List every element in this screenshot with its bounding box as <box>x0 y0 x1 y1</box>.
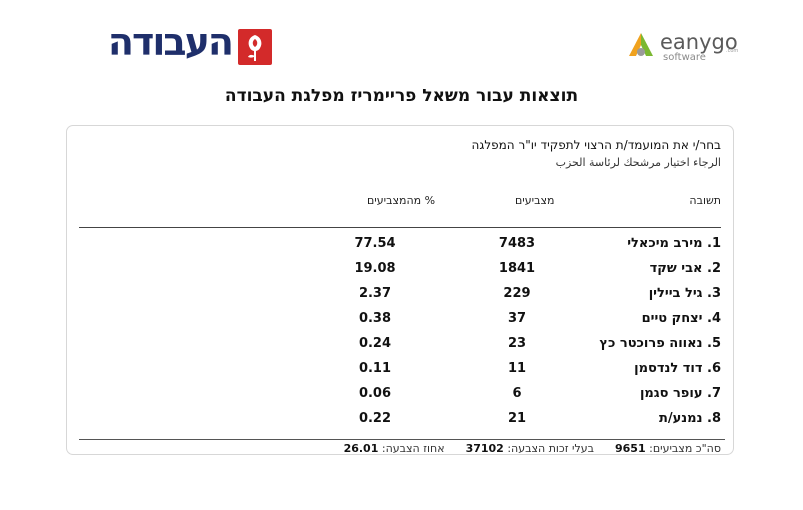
question-text: בחר/י את המועמד/ת הרצוי לתפקיד יו"ר המפל… <box>471 138 721 152</box>
answer-cell: 6. דוד לנדסמן <box>634 361 721 376</box>
party-logo: העבודה <box>66 20 272 66</box>
votes-cell: 7483 <box>498 236 536 251</box>
header-voters: מצביעים <box>515 194 555 207</box>
votes-cell: 6 <box>512 386 522 401</box>
table-row: 3. גיל ביילין 229 2.37 <box>67 282 733 307</box>
header-percent: % מהמצביעים <box>367 194 436 207</box>
answer-cell: 4. יצחק טיים <box>641 311 721 326</box>
answer-cell: 7. עופר סגמן <box>639 386 721 401</box>
vendor-name: eanygo <box>660 30 738 54</box>
percent-cell: 0.22 <box>358 411 392 426</box>
percent-cell: 0.24 <box>358 336 392 351</box>
turnout-label: אחוז הצבעה: <box>381 442 445 455</box>
table-row: 4. יצחק טיים 37 0.38 <box>67 307 733 332</box>
header-divider <box>79 227 721 228</box>
votes-cell: 23 <box>507 336 527 351</box>
eanygo-logo-icon <box>629 33 653 56</box>
table-row: 1. מירב מיכאלי 7483 77.54 <box>67 232 733 257</box>
party-name: העבודה <box>107 20 234 64</box>
total-voters-value: 9651 <box>615 442 646 455</box>
eligible-label: בעלי זכות הצבעה: <box>507 442 594 455</box>
votes-cell: 1841 <box>498 261 536 276</box>
percent-cell: 2.37 <box>358 286 392 301</box>
table-row: 6. דוד לנדסמן 11 0.11 <box>67 357 733 382</box>
vendor-logo: eanygo .com software <box>626 28 746 68</box>
question-block: בחר/י את המועמד/ת הרצוי לתפקיד יו"ר המפל… <box>472 138 721 169</box>
answer-cell: 1. מירב מיכאלי <box>627 236 721 251</box>
answer-cell: 3. גיל ביילין <box>648 286 721 301</box>
header-answer: תשובה <box>689 194 721 207</box>
rose-emblem-icon <box>238 29 272 65</box>
question-subtext: الرجاء اختيار مرشحك لرئاسة الحزب <box>555 156 721 169</box>
percent-cell: 77.54 <box>354 236 396 251</box>
total-voters-label: סה"כ מצביעים: <box>649 442 721 455</box>
percent-cell: 0.06 <box>358 386 392 401</box>
table-row: 7. עופר סגמן 6 0.06 <box>67 382 733 407</box>
answer-cell: 2. אבי שקד <box>649 261 721 276</box>
eligible-value: 37102 <box>465 442 504 455</box>
percent-cell: 0.11 <box>358 361 392 376</box>
summary-line: סה"כ מצביעים: 9651 בעלי זכות הצבעה: 3710… <box>344 442 721 455</box>
percent-cell: 0.38 <box>358 311 392 326</box>
page-title: תוצאות עבור משאל פריימריז מפלגת העבודה <box>224 86 579 106</box>
page-header: eanygo .com software העבודה <box>0 0 803 80</box>
answer-cell: 5. נאווה פרוכטר כץ <box>599 336 721 351</box>
answer-cell: 8. נמנע/ת <box>659 411 721 426</box>
table-row: 5. נאווה פרוכטר כץ 23 0.24 <box>67 332 733 357</box>
percent-cell: 19.08 <box>354 261 396 276</box>
results-card: בחר/י את המועמד/ת הרצוי לתפקיד יו"ר המפל… <box>66 125 734 455</box>
turnout-value: 26.01 <box>343 442 379 455</box>
votes-cell: 11 <box>507 361 527 376</box>
summary-divider <box>79 439 725 440</box>
votes-cell: 229 <box>503 286 531 301</box>
vendor-sub: software <box>663 52 706 63</box>
vendor-tld: .com <box>726 48 739 54</box>
table-row: 8. נמנע/ת 21 0.22 <box>67 407 733 432</box>
votes-cell: 37 <box>507 311 527 326</box>
votes-cell: 21 <box>507 411 527 426</box>
table-row: 2. אבי שקד 1841 19.08 <box>67 257 733 282</box>
